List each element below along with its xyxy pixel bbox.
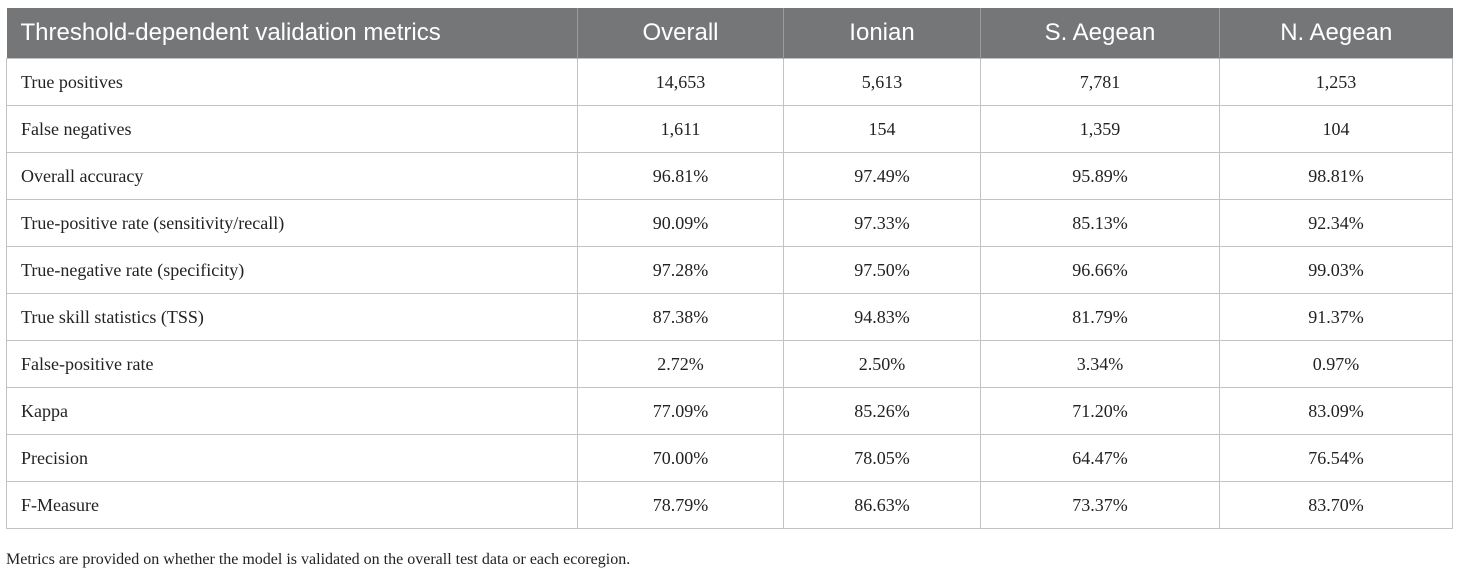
s-aegean-value-cell: 85.13% xyxy=(980,199,1220,247)
header-row: Threshold-dependent validation metrics O… xyxy=(6,8,1453,59)
metric-name-cell: True skill statistics (TSS) xyxy=(6,293,578,341)
s-aegean-value-cell: 95.89% xyxy=(980,152,1220,200)
metric-name-cell: True-positive rate (sensitivity/recall) xyxy=(6,199,578,247)
ionian-value-cell: 85.26% xyxy=(783,387,981,435)
overall-value-cell: 96.81% xyxy=(577,152,784,200)
n-aegean-value-cell: 0.97% xyxy=(1219,340,1453,388)
overall-value-cell: 78.79% xyxy=(577,481,784,529)
metric-name-cell: True-negative rate (specificity) xyxy=(6,246,578,294)
metric-name-cell: Precision xyxy=(6,434,578,482)
s-aegean-value-cell: 7,781 xyxy=(980,58,1220,106)
header-cell-overall: Overall xyxy=(577,8,784,59)
s-aegean-value-cell: 1,359 xyxy=(980,105,1220,153)
metric-name-cell: True positives xyxy=(6,58,578,106)
s-aegean-value-cell: 71.20% xyxy=(980,387,1220,435)
overall-value-cell: 14,653 xyxy=(577,58,784,106)
n-aegean-value-cell: 1,253 xyxy=(1219,58,1453,106)
n-aegean-value-cell: 83.09% xyxy=(1219,387,1453,435)
s-aegean-value-cell: 73.37% xyxy=(980,481,1220,529)
overall-value-cell: 1,611 xyxy=(577,105,784,153)
n-aegean-value-cell: 104 xyxy=(1219,105,1453,153)
table-body: True positives 14,653 5,613 7,781 1,253 … xyxy=(6,58,1453,529)
ionian-value-cell: 97.49% xyxy=(783,152,981,200)
n-aegean-value-cell: 99.03% xyxy=(1219,246,1453,294)
s-aegean-value-cell: 81.79% xyxy=(980,293,1220,341)
table-row: False-positive rate 2.72% 2.50% 3.34% 0.… xyxy=(6,340,1453,388)
s-aegean-value-cell: 64.47% xyxy=(980,434,1220,482)
ionian-value-cell: 5,613 xyxy=(783,58,981,106)
header-cell-s-aegean: S. Aegean xyxy=(980,8,1220,59)
table-row: Overall accuracy 96.81% 97.49% 95.89% 98… xyxy=(6,152,1453,200)
ionian-value-cell: 154 xyxy=(783,105,981,153)
table-row: Precision 70.00% 78.05% 64.47% 76.54% xyxy=(6,434,1453,482)
table-row: False negatives 1,611 154 1,359 104 xyxy=(6,105,1453,153)
n-aegean-value-cell: 91.37% xyxy=(1219,293,1453,341)
metrics-table: Threshold-dependent validation metrics O… xyxy=(6,8,1453,529)
s-aegean-value-cell: 96.66% xyxy=(980,246,1220,294)
metric-name-cell: False negatives xyxy=(6,105,578,153)
overall-value-cell: 90.09% xyxy=(577,199,784,247)
metric-name-cell: F-Measure xyxy=(6,481,578,529)
ionian-value-cell: 78.05% xyxy=(783,434,981,482)
n-aegean-value-cell: 98.81% xyxy=(1219,152,1453,200)
table-row: True skill statistics (TSS) 87.38% 94.83… xyxy=(6,293,1453,341)
metrics-table-container: Threshold-dependent validation metrics O… xyxy=(6,8,1453,529)
table-row: True-positive rate (sensitivity/recall) … xyxy=(6,199,1453,247)
header-cell-metric: Threshold-dependent validation metrics xyxy=(6,8,578,59)
ionian-value-cell: 94.83% xyxy=(783,293,981,341)
overall-value-cell: 70.00% xyxy=(577,434,784,482)
metric-name-cell: Overall accuracy xyxy=(6,152,578,200)
overall-value-cell: 97.28% xyxy=(577,246,784,294)
table-row: True-negative rate (specificity) 97.28% … xyxy=(6,246,1453,294)
ionian-value-cell: 97.50% xyxy=(783,246,981,294)
metric-name-cell: Kappa xyxy=(6,387,578,435)
s-aegean-value-cell: 3.34% xyxy=(980,340,1220,388)
table-row: F-Measure 78.79% 86.63% 73.37% 83.70% xyxy=(6,481,1453,529)
table-footnote: Metrics are provided on whether the mode… xyxy=(6,551,631,568)
table-header: Threshold-dependent validation metrics O… xyxy=(6,8,1453,59)
n-aegean-value-cell: 92.34% xyxy=(1219,199,1453,247)
overall-value-cell: 87.38% xyxy=(577,293,784,341)
overall-value-cell: 77.09% xyxy=(577,387,784,435)
overall-value-cell: 2.72% xyxy=(577,340,784,388)
ionian-value-cell: 97.33% xyxy=(783,199,981,247)
header-cell-ionian: Ionian xyxy=(783,8,981,59)
table-row: Kappa 77.09% 85.26% 71.20% 83.09% xyxy=(6,387,1453,435)
ionian-value-cell: 86.63% xyxy=(783,481,981,529)
n-aegean-value-cell: 83.70% xyxy=(1219,481,1453,529)
ionian-value-cell: 2.50% xyxy=(783,340,981,388)
metric-name-cell: False-positive rate xyxy=(6,340,578,388)
table-row: True positives 14,653 5,613 7,781 1,253 xyxy=(6,58,1453,106)
header-cell-n-aegean: N. Aegean xyxy=(1219,8,1453,59)
n-aegean-value-cell: 76.54% xyxy=(1219,434,1453,482)
